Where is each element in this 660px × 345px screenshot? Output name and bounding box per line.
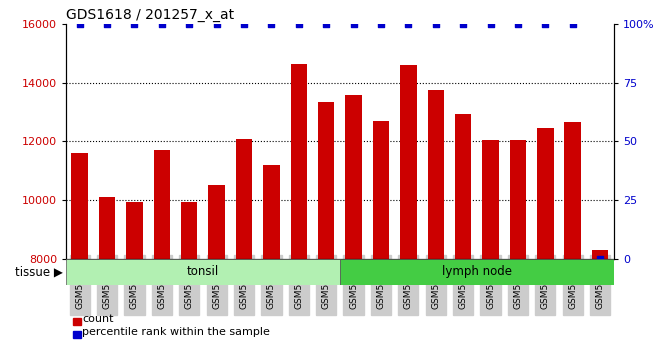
- Bar: [126, 201, 143, 259]
- Point: [376, 21, 386, 27]
- Point: [129, 21, 140, 27]
- Point: [403, 21, 414, 27]
- Point: [348, 21, 359, 27]
- Bar: [482, 140, 499, 259]
- Bar: [345, 95, 362, 259]
- Text: lymph node: lymph node: [442, 265, 512, 278]
- Point: [430, 21, 441, 27]
- Text: tissue ▶: tissue ▶: [15, 265, 63, 278]
- Text: tonsil: tonsil: [187, 265, 219, 278]
- Bar: [564, 122, 581, 259]
- Bar: [373, 121, 389, 259]
- Bar: [154, 150, 170, 259]
- Point: [294, 21, 304, 27]
- Bar: [66, 259, 340, 285]
- Bar: [537, 128, 554, 259]
- Point: [458, 21, 469, 27]
- Bar: [318, 102, 335, 259]
- Point: [102, 21, 112, 27]
- Point: [568, 21, 578, 27]
- Bar: [510, 140, 526, 259]
- Point: [540, 21, 550, 27]
- Point: [485, 21, 496, 27]
- Point: [75, 21, 85, 27]
- Bar: [592, 250, 609, 259]
- Bar: [455, 114, 471, 259]
- Bar: [263, 165, 280, 259]
- Bar: [340, 259, 614, 285]
- Bar: [71, 153, 88, 259]
- Point: [184, 21, 195, 27]
- Text: percentile rank within the sample: percentile rank within the sample: [82, 327, 271, 337]
- Point: [239, 21, 249, 27]
- Point: [321, 21, 331, 27]
- Bar: [400, 65, 416, 259]
- Point: [513, 21, 523, 27]
- Point: [266, 21, 277, 27]
- Bar: [236, 138, 252, 259]
- Bar: [99, 197, 116, 259]
- Bar: [181, 201, 197, 259]
- Bar: [290, 64, 307, 259]
- Bar: [428, 90, 444, 259]
- Point: [211, 21, 222, 27]
- Point: [595, 256, 605, 262]
- Point: [156, 21, 167, 27]
- Text: GDS1618 / 201257_x_at: GDS1618 / 201257_x_at: [66, 8, 234, 22]
- Text: count: count: [82, 314, 114, 324]
- Bar: [209, 186, 225, 259]
